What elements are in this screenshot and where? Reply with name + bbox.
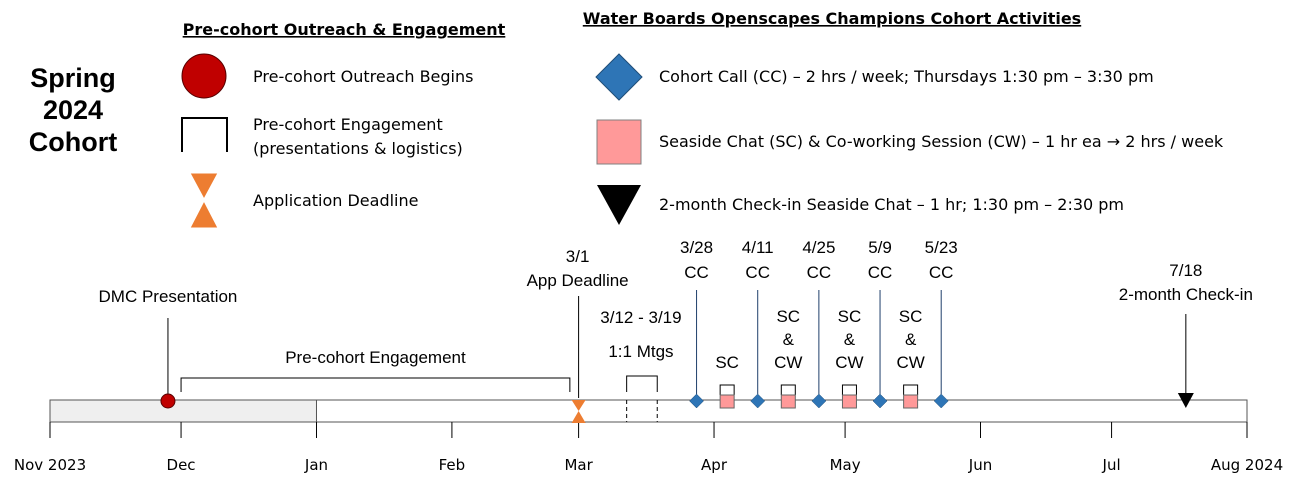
cohort-call-marker bbox=[872, 393, 888, 409]
legend-engagement-label: (presentations & logistics) bbox=[253, 139, 463, 158]
seaside-marker bbox=[841, 394, 857, 409]
seaside-label: SC bbox=[715, 353, 739, 372]
checkin-label: 7/18 bbox=[1169, 261, 1202, 280]
cohort-call-label: CC bbox=[807, 263, 832, 282]
month-label: Feb bbox=[439, 456, 466, 474]
cohort-call-marker bbox=[811, 393, 827, 409]
cohort-title: Cohort bbox=[29, 127, 117, 157]
checkin-marker bbox=[1177, 393, 1194, 408]
dmc-label: DMC Presentation bbox=[99, 287, 238, 306]
legend-right-heading: Water Boards Openscapes Champions Cohort… bbox=[583, 9, 1081, 28]
blue-diamond-icon bbox=[595, 53, 643, 101]
cohort-call-label: CC bbox=[684, 263, 709, 282]
cohort-call-label: CC bbox=[929, 263, 954, 282]
legend-checkin-label: 2-month Check-in Seaside Chat – 1 hr; 1:… bbox=[659, 195, 1124, 214]
legend-cohort-call-label: Cohort Call (CC) – 2 hrs / week; Thursda… bbox=[659, 67, 1154, 86]
month-label: Dec bbox=[167, 456, 196, 474]
cohort-call-label: 4/25 bbox=[802, 238, 835, 257]
hourglass-bottom-icon bbox=[189, 199, 219, 229]
cohort-call-label: 5/9 bbox=[868, 238, 892, 257]
seaside-bracket bbox=[903, 384, 919, 395]
seaside-bracket bbox=[841, 384, 857, 395]
deadline-label: App Deadline bbox=[527, 271, 629, 290]
seaside-label: & bbox=[844, 330, 856, 349]
month-label: May bbox=[830, 456, 861, 474]
shaded-period bbox=[49, 399, 317, 423]
seaside-marker bbox=[903, 394, 919, 409]
legend-seaside-label: Seaside Chat (SC) & Co-working Session (… bbox=[659, 132, 1224, 151]
month-label: Aug 2024 bbox=[1211, 456, 1283, 474]
cohort-call-label: CC bbox=[868, 263, 893, 282]
month-label: Apr bbox=[701, 456, 728, 474]
seaside-bracket bbox=[780, 384, 796, 395]
seaside-label: SC bbox=[838, 307, 862, 326]
seaside-label: & bbox=[905, 330, 917, 349]
seaside-label: & bbox=[783, 330, 795, 349]
hourglass-icon bbox=[189, 172, 219, 201]
cohort-call-label: 3/28 bbox=[680, 238, 713, 257]
one-on-one-label: 3/12 - 3/19 bbox=[600, 308, 681, 327]
month-label: Jul bbox=[1102, 456, 1121, 474]
seaside-label: SC bbox=[899, 307, 923, 326]
cohort-call-marker bbox=[933, 393, 949, 409]
legend-engagement-label: Pre-cohort Engagement bbox=[253, 115, 443, 134]
deadline-label: 3/1 bbox=[566, 247, 590, 266]
pink-square-icon bbox=[596, 119, 642, 165]
cohort-call-marker bbox=[750, 393, 766, 409]
seaside-label: CW bbox=[774, 353, 802, 372]
seaside-label: CW bbox=[835, 353, 863, 372]
seaside-marker bbox=[780, 394, 796, 409]
cohort-call-marker bbox=[689, 393, 704, 409]
one-on-one-bracket bbox=[626, 375, 658, 392]
legend-outreach-label: Pre-cohort Outreach Begins bbox=[253, 67, 473, 86]
engagement-label: Pre-cohort Engagement bbox=[285, 348, 466, 367]
outreach-marker bbox=[160, 393, 176, 409]
deadline-marker-bottom bbox=[571, 411, 586, 423]
month-label: Jun bbox=[968, 456, 992, 474]
one-on-one-label: 1:1 Mtgs bbox=[608, 342, 673, 361]
cohort-title: 2024 bbox=[43, 95, 103, 125]
legend-deadline-label: Application Deadline bbox=[253, 191, 418, 210]
month-label: Mar bbox=[564, 456, 593, 474]
seaside-marker bbox=[719, 394, 735, 409]
black-triangle-icon bbox=[597, 185, 641, 225]
seaside-label: SC bbox=[776, 307, 800, 326]
month-label: Jan bbox=[304, 456, 328, 474]
legend-left-heading: Pre-cohort Outreach & Engagement bbox=[183, 20, 506, 39]
engagement-bracket bbox=[180, 377, 571, 392]
deadline-marker-top bbox=[571, 400, 586, 411]
checkin-label: 2-month Check-in bbox=[1119, 285, 1253, 304]
cohort-call-label: 5/23 bbox=[925, 238, 958, 257]
cohort-call-label: CC bbox=[745, 263, 770, 282]
seaside-label: CW bbox=[896, 353, 924, 372]
cohort-call-label: 4/11 bbox=[742, 238, 774, 257]
month-label: Nov 2023 bbox=[14, 456, 86, 474]
seaside-bracket bbox=[719, 384, 735, 395]
red-circle-icon bbox=[181, 53, 227, 99]
cohort-title: Spring bbox=[30, 63, 116, 93]
bracket-icon bbox=[181, 117, 228, 152]
